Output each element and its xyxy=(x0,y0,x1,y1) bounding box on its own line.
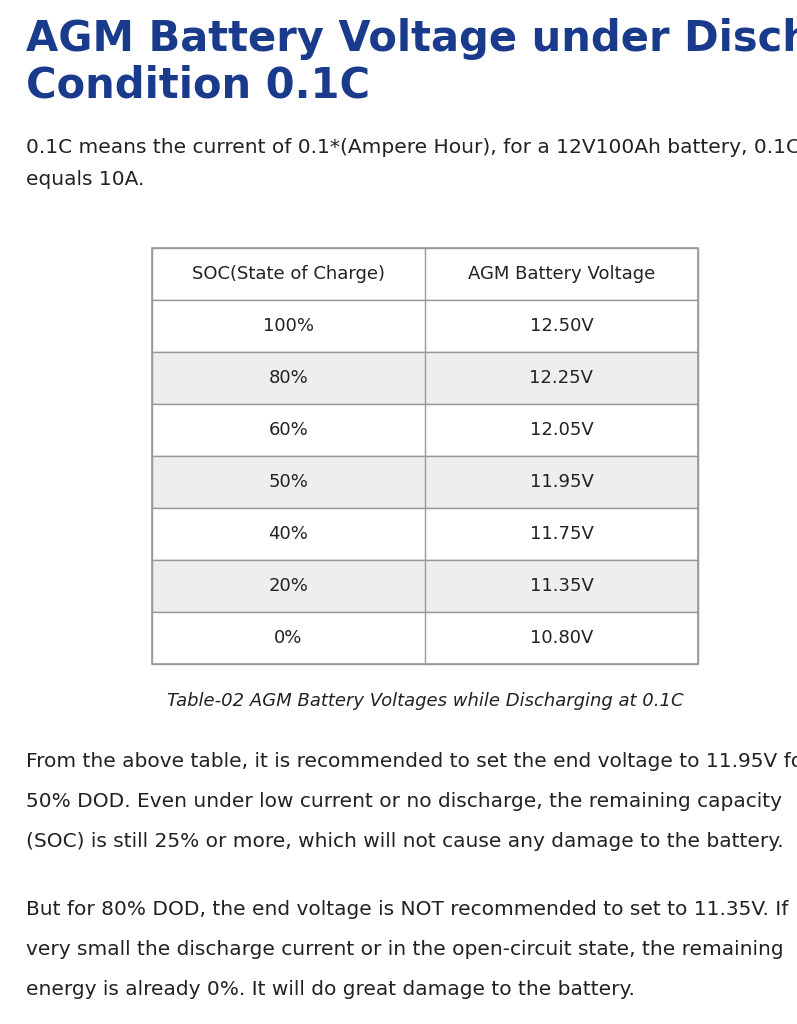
Text: energy is already 0%. It will do great damage to the battery.: energy is already 0%. It will do great d… xyxy=(26,980,635,999)
Bar xyxy=(152,248,698,664)
Bar xyxy=(152,352,698,404)
Bar xyxy=(152,300,698,352)
Text: AGM Battery Voltage: AGM Battery Voltage xyxy=(468,265,655,283)
Text: very small the discharge current or in the open-circuit state, the remaining: very small the discharge current or in t… xyxy=(26,940,783,959)
Text: SOC(State of Charge): SOC(State of Charge) xyxy=(192,265,385,283)
Text: From the above table, it is recommended to set the end voltage to 11.95V fo: From the above table, it is recommended … xyxy=(26,752,797,771)
Bar xyxy=(152,456,698,508)
Text: 11.35V: 11.35V xyxy=(529,577,594,595)
Text: (SOC) is still 25% or more, which will not cause any damage to the battery.: (SOC) is still 25% or more, which will n… xyxy=(26,831,783,851)
Text: AGM Battery Voltage under Discharge: AGM Battery Voltage under Discharge xyxy=(26,18,797,60)
Text: 11.95V: 11.95V xyxy=(529,473,594,490)
Text: Condition 0.1C: Condition 0.1C xyxy=(26,65,370,106)
Text: 11.75V: 11.75V xyxy=(529,525,594,543)
Text: Table-02 AGM Battery Voltages while Discharging at 0.1C: Table-02 AGM Battery Voltages while Disc… xyxy=(167,692,683,710)
Text: 10.80V: 10.80V xyxy=(530,629,593,647)
Text: equals 10A.: equals 10A. xyxy=(26,170,144,189)
Text: 12.25V: 12.25V xyxy=(529,369,594,387)
Text: 0.1C means the current of 0.1*(Ampere Hour), for a 12V100Ah battery, 0.1C: 0.1C means the current of 0.1*(Ampere Ho… xyxy=(26,138,797,157)
Text: 12.05V: 12.05V xyxy=(530,421,594,439)
Text: But for 80% DOD, the end voltage is NOT recommended to set to 11.35V. If: But for 80% DOD, the end voltage is NOT … xyxy=(26,900,788,919)
Bar xyxy=(152,404,698,456)
Bar xyxy=(152,508,698,560)
Bar xyxy=(152,560,698,612)
Bar xyxy=(152,612,698,664)
Text: 20%: 20% xyxy=(269,577,308,595)
Text: 0%: 0% xyxy=(274,629,303,647)
Text: 12.50V: 12.50V xyxy=(530,317,594,335)
Text: 50% DOD. Even under low current or no discharge, the remaining capacity: 50% DOD. Even under low current or no di… xyxy=(26,792,782,811)
Text: 40%: 40% xyxy=(269,525,308,543)
Text: 50%: 50% xyxy=(269,473,308,490)
Text: 100%: 100% xyxy=(263,317,314,335)
Text: 80%: 80% xyxy=(269,369,308,387)
Bar xyxy=(152,248,698,300)
Text: 60%: 60% xyxy=(269,421,308,439)
